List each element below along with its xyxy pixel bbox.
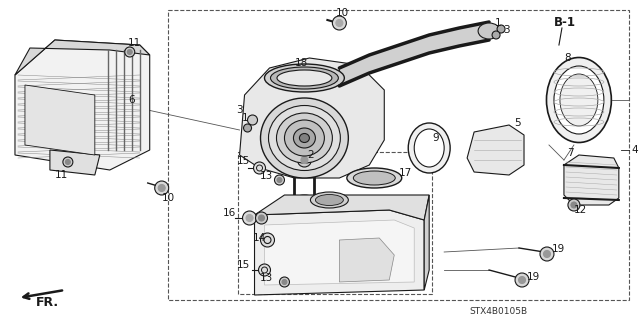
Polygon shape (50, 150, 100, 175)
Circle shape (246, 214, 253, 221)
Text: 3: 3 (237, 105, 243, 115)
Circle shape (543, 250, 550, 257)
Text: 19: 19 (527, 272, 540, 282)
Text: 15: 15 (237, 156, 250, 166)
Circle shape (158, 184, 165, 191)
Circle shape (63, 157, 73, 167)
Circle shape (275, 175, 284, 185)
Text: 14: 14 (253, 233, 266, 243)
Circle shape (492, 31, 500, 39)
Ellipse shape (300, 133, 309, 143)
Circle shape (260, 233, 275, 247)
Ellipse shape (276, 113, 332, 163)
Text: 10: 10 (162, 193, 175, 203)
Polygon shape (15, 40, 150, 170)
Ellipse shape (264, 64, 344, 92)
Circle shape (127, 49, 132, 55)
Circle shape (259, 264, 271, 276)
Circle shape (280, 277, 289, 287)
Ellipse shape (284, 120, 324, 156)
Circle shape (248, 115, 257, 125)
Ellipse shape (347, 168, 402, 188)
Text: 10: 10 (335, 8, 349, 18)
Text: B-1: B-1 (554, 16, 576, 28)
Polygon shape (239, 58, 384, 178)
Circle shape (515, 273, 529, 287)
Text: 4: 4 (632, 145, 639, 155)
Circle shape (255, 212, 268, 224)
Ellipse shape (408, 123, 450, 173)
Polygon shape (255, 195, 429, 220)
Ellipse shape (277, 70, 332, 86)
Text: 2: 2 (307, 150, 314, 160)
Circle shape (125, 47, 135, 57)
Text: 9: 9 (432, 133, 439, 143)
Bar (237, 152, 432, 294)
Text: 6: 6 (128, 95, 134, 105)
Circle shape (497, 25, 505, 33)
Text: 8: 8 (564, 53, 571, 63)
Ellipse shape (554, 66, 604, 134)
Circle shape (65, 160, 70, 165)
Text: 15: 15 (237, 260, 250, 270)
Text: 5: 5 (514, 118, 521, 128)
Text: FR.: FR. (36, 295, 60, 308)
Ellipse shape (478, 23, 500, 39)
Text: 18: 18 (294, 58, 308, 68)
Circle shape (568, 199, 580, 211)
Circle shape (298, 153, 312, 167)
Ellipse shape (560, 74, 598, 126)
Circle shape (301, 157, 308, 164)
Text: 11: 11 (128, 38, 141, 48)
Polygon shape (564, 155, 619, 205)
Text: 11: 11 (55, 170, 68, 180)
Ellipse shape (353, 171, 396, 185)
Text: 16: 16 (223, 208, 236, 218)
Polygon shape (339, 238, 394, 282)
Text: 1: 1 (241, 113, 248, 123)
Polygon shape (25, 85, 95, 155)
Ellipse shape (316, 195, 343, 205)
Text: 13: 13 (259, 273, 273, 283)
Text: 17: 17 (399, 168, 413, 178)
Ellipse shape (414, 129, 444, 167)
Text: 12: 12 (574, 205, 587, 215)
Polygon shape (424, 195, 429, 290)
Ellipse shape (260, 98, 348, 178)
Text: 19: 19 (552, 244, 565, 254)
Circle shape (571, 202, 577, 208)
Polygon shape (15, 40, 150, 75)
Text: 1: 1 (495, 18, 502, 28)
Circle shape (336, 19, 343, 26)
Polygon shape (255, 210, 424, 295)
Ellipse shape (294, 128, 316, 148)
Ellipse shape (269, 106, 340, 170)
Circle shape (155, 181, 169, 195)
Circle shape (332, 16, 346, 30)
Text: 7: 7 (567, 148, 573, 158)
Circle shape (244, 124, 252, 132)
Polygon shape (467, 125, 524, 175)
Circle shape (243, 211, 257, 225)
Circle shape (540, 247, 554, 261)
Circle shape (518, 277, 525, 284)
Circle shape (282, 279, 287, 285)
Text: 13: 13 (259, 171, 273, 181)
Circle shape (259, 215, 264, 221)
Ellipse shape (547, 57, 611, 143)
Circle shape (277, 177, 282, 182)
Text: STX4B0105B: STX4B0105B (469, 308, 527, 316)
Circle shape (253, 162, 266, 174)
Text: 3: 3 (503, 25, 509, 35)
Ellipse shape (294, 195, 316, 205)
Ellipse shape (271, 67, 339, 89)
Ellipse shape (310, 192, 348, 208)
Bar (168, 10, 629, 300)
Polygon shape (264, 220, 414, 285)
Polygon shape (339, 22, 489, 86)
